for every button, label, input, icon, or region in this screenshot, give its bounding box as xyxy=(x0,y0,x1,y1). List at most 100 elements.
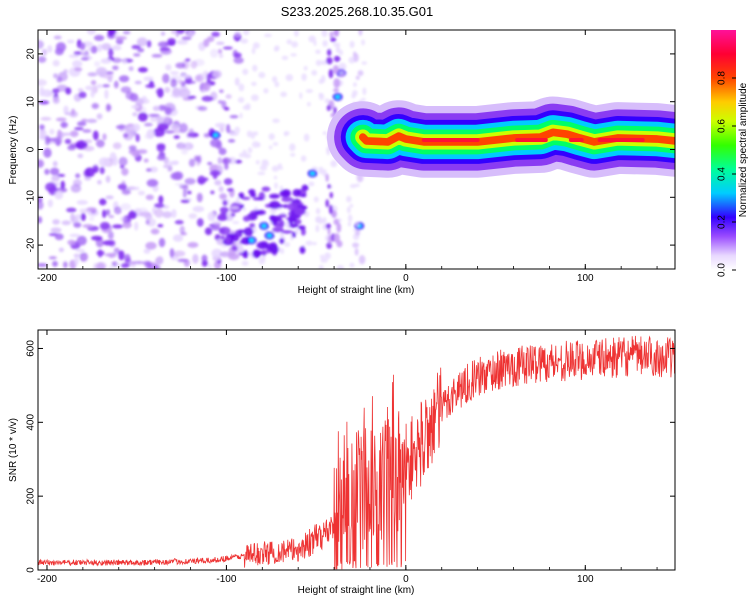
spectral-blob xyxy=(112,65,119,71)
spectral-blob xyxy=(173,250,186,257)
x-tick-label: -100 xyxy=(216,574,236,585)
spectral-blob xyxy=(249,238,254,243)
spectral-blob xyxy=(49,167,60,176)
spectral-blob xyxy=(203,38,210,48)
y-tick-label: 10 xyxy=(26,96,37,108)
spectral-blob xyxy=(187,95,197,99)
spectral-blob xyxy=(313,40,317,47)
spectral-blob xyxy=(220,235,226,240)
spectral-blob xyxy=(38,216,43,224)
spectral-blob xyxy=(187,30,195,38)
spectral-blob xyxy=(104,89,109,100)
spectral-blob xyxy=(225,94,232,99)
spectral-blob xyxy=(190,60,198,69)
spectral-blob xyxy=(170,124,180,131)
spectral-blob xyxy=(291,41,299,48)
spectral-blob xyxy=(281,230,293,234)
spectral-blob xyxy=(353,53,359,63)
spectral-blob xyxy=(274,81,280,88)
spectral-blob xyxy=(167,168,173,173)
spectral-blob xyxy=(160,48,172,55)
spectral-blob xyxy=(164,86,171,93)
spectral-blob xyxy=(249,192,257,198)
spectral-blob xyxy=(58,71,68,82)
spectral-blob xyxy=(361,61,368,65)
spectral-blob xyxy=(145,261,153,269)
spectral-blob xyxy=(349,203,354,208)
spectral-blob xyxy=(93,34,105,41)
spectral-blob xyxy=(121,180,126,187)
spectral-blob xyxy=(122,30,131,35)
spectral-blob xyxy=(148,113,160,117)
spectral-blob xyxy=(218,186,224,193)
spectral-blob xyxy=(287,202,299,211)
spectral-blob xyxy=(274,182,278,189)
colorbar-tick-label: 0.6 xyxy=(717,119,728,133)
spectral-blob xyxy=(76,200,88,205)
spectral-blob xyxy=(151,53,163,58)
spectral-blob xyxy=(146,40,152,48)
spectral-blob xyxy=(44,168,50,175)
spectral-blob xyxy=(128,125,140,132)
spectral-blob xyxy=(107,231,114,240)
spectral-blob xyxy=(75,248,85,253)
spectrogram-x-ticks: -200 -100 0 100 xyxy=(37,30,658,284)
y-tick-label: 0 xyxy=(26,146,37,152)
spectral-blob xyxy=(134,221,139,231)
spectral-blob xyxy=(283,242,291,247)
spectral-blob xyxy=(325,223,332,229)
spectral-blob xyxy=(134,80,142,85)
spectral-blob xyxy=(221,100,227,109)
spectral-blob xyxy=(136,37,148,47)
spectral-blob xyxy=(99,198,107,206)
spectral-blob xyxy=(303,65,308,71)
spectral-blob xyxy=(51,175,60,182)
spectral-blob xyxy=(204,227,213,236)
spectral-blob xyxy=(87,72,98,77)
spectral-blob xyxy=(74,127,84,131)
spectral-blob xyxy=(69,130,79,138)
spectral-blob xyxy=(120,263,129,269)
spectrogram-x-axis-label: Height of straight line (km) xyxy=(298,285,415,296)
spectral-blob xyxy=(281,196,294,202)
spectral-blob xyxy=(73,222,82,228)
spectral-blob xyxy=(47,199,53,208)
spectral-blob xyxy=(230,212,236,217)
spectral-blob xyxy=(108,239,116,248)
snr-panel: -200 -100 0 100 0 200 400 600 Height of straig… xyxy=(8,329,676,596)
spectral-blob xyxy=(338,70,345,78)
spectral-blob xyxy=(146,129,155,139)
spectral-blob xyxy=(52,88,60,94)
spectral-blob xyxy=(261,224,267,228)
spectral-blob xyxy=(149,80,155,89)
spectral-blob xyxy=(247,147,253,154)
spectral-blob xyxy=(225,236,231,244)
spectral-blob xyxy=(137,48,145,53)
spectral-blob xyxy=(128,211,138,219)
snr-y-axis-label: SNR (10 * v/v) xyxy=(8,418,19,482)
spectral-blob xyxy=(177,258,189,263)
spectral-blob xyxy=(226,188,234,192)
spectral-blob xyxy=(41,89,53,98)
spectral-blob xyxy=(300,228,306,236)
spectral-blob xyxy=(121,188,131,195)
snr-series-line xyxy=(38,335,675,570)
spectral-blob xyxy=(290,152,296,157)
spectral-blob xyxy=(178,79,184,85)
spectral-blob xyxy=(121,167,129,176)
spectral-blob xyxy=(150,228,160,235)
spectral-blob xyxy=(144,122,153,127)
spectral-blob xyxy=(66,39,75,44)
spectral-blob xyxy=(130,261,137,265)
spectral-blob xyxy=(217,157,223,165)
spectral-blob xyxy=(243,227,254,237)
spectral-blob xyxy=(144,213,153,220)
spectral-blob xyxy=(167,38,177,46)
spectral-blob xyxy=(171,208,177,219)
spectral-blob xyxy=(128,145,137,151)
spectral-blob xyxy=(56,84,68,92)
spectral-blob xyxy=(172,87,181,97)
spectral-blob xyxy=(83,139,93,144)
spectral-blob xyxy=(261,159,269,164)
spectral-blob xyxy=(324,98,330,104)
